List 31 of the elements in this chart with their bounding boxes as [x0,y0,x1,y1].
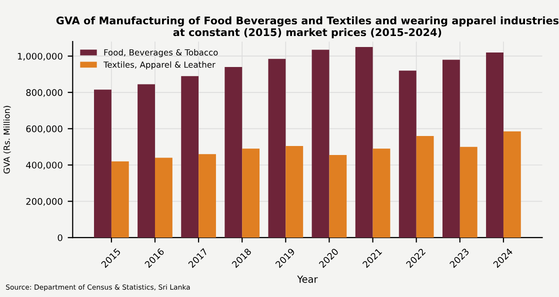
y-axis-title: GVA (Rs. Million) [3,106,11,174]
bar [312,50,330,238]
legend-label: Textiles, Apparel & Leather [103,61,216,70]
bar [503,131,521,238]
bar [268,58,286,238]
bar [181,76,199,238]
y-tick-label: 400,000 [26,162,62,170]
y-tick-label: 600,000 [26,125,62,134]
bar [329,155,347,238]
bar [111,161,129,238]
y-tick-label: 1,000,000 [18,52,62,61]
bar [442,60,460,238]
bar [224,66,242,238]
bar [416,136,434,238]
bar [398,70,416,238]
bar [94,90,112,238]
bar [355,47,373,238]
bar [198,154,216,238]
y-tick-label: 200,000 [26,198,62,206]
bar [154,158,172,238]
legend-label: Food, Beverages & Tobacco [104,49,218,58]
bar [486,52,504,238]
y-tick-label: 800,000 [26,89,62,97]
y-tick-label: 0 [58,234,62,242]
bar [460,146,478,238]
x-axis-title: Year [297,276,318,283]
bar [138,84,155,238]
chart-title: GVA of Manufacturing of Food Beverages and Textiles and wearing apparel industries at constant (2015) market prices (2015-2024) [56,16,559,38]
bar [286,146,304,238]
bar [242,148,260,238]
bar [372,148,390,238]
